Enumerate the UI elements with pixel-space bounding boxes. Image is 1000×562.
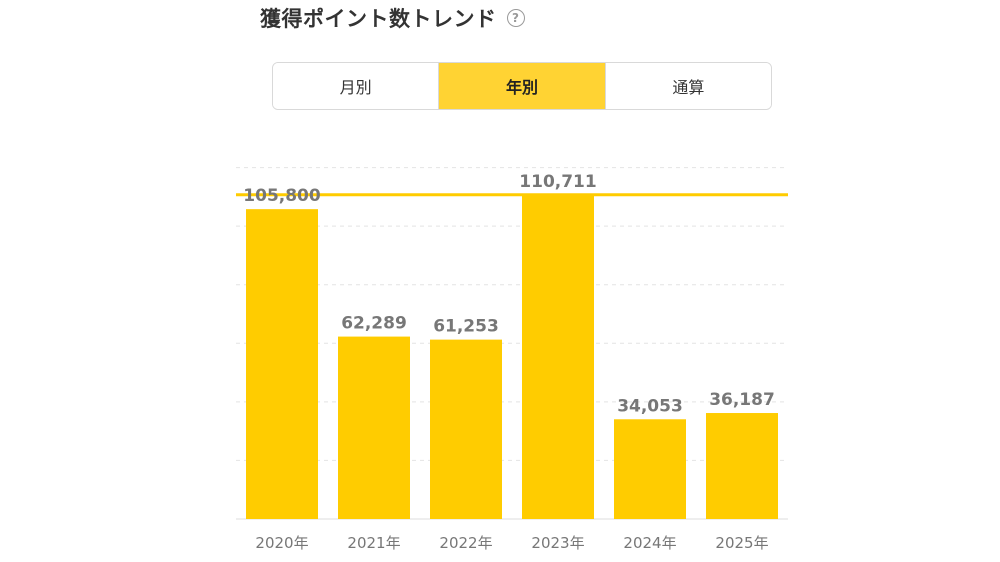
- bars: [246, 194, 778, 519]
- value-labels: 105,800 62,289 61,253 110,711 34,053 36,187: [243, 172, 775, 416]
- bar[interactable]: [706, 413, 778, 519]
- bar-value-label: 62,289: [341, 314, 407, 334]
- x-tick-label: 2020年: [255, 534, 308, 552]
- x-tick-label: 2025年: [715, 534, 768, 552]
- x-tick-label: 2022年: [439, 534, 492, 552]
- tab-total[interactable]: 通算: [604, 63, 771, 109]
- bar[interactable]: [522, 194, 594, 519]
- tab-monthly[interactable]: 月別: [273, 63, 439, 109]
- bar[interactable]: [338, 336, 410, 519]
- bar[interactable]: [430, 339, 502, 519]
- bar-value-label: 110,711: [519, 172, 596, 192]
- x-tick-label: 2023年: [531, 534, 584, 552]
- bar-value-label: 36,187: [709, 390, 775, 410]
- bar-value-label: 105,800: [243, 186, 321, 206]
- x-axis-ticks: 2020年 2021年 2022年 2023年 2024年 2025年: [255, 534, 768, 552]
- x-tick-label: 2024年: [623, 534, 676, 552]
- grid-lines: [236, 167, 788, 520]
- chart-title: 獲得ポイント数トレンド: [260, 7, 497, 31]
- help-icon[interactable]: ?: [506, 9, 525, 27]
- bar-value-label: 61,253: [433, 317, 499, 337]
- bar[interactable]: [246, 209, 318, 519]
- bar[interactable]: [614, 419, 686, 519]
- x-tick-label: 2021年: [347, 534, 400, 552]
- chart-header: 獲得ポイント数トレンド ?: [260, 4, 525, 32]
- tab-yearly[interactable]: 年別: [438, 63, 605, 109]
- period-tabs: 月別 年別 通算: [272, 62, 772, 110]
- bar-value-label: 34,053: [617, 396, 683, 416]
